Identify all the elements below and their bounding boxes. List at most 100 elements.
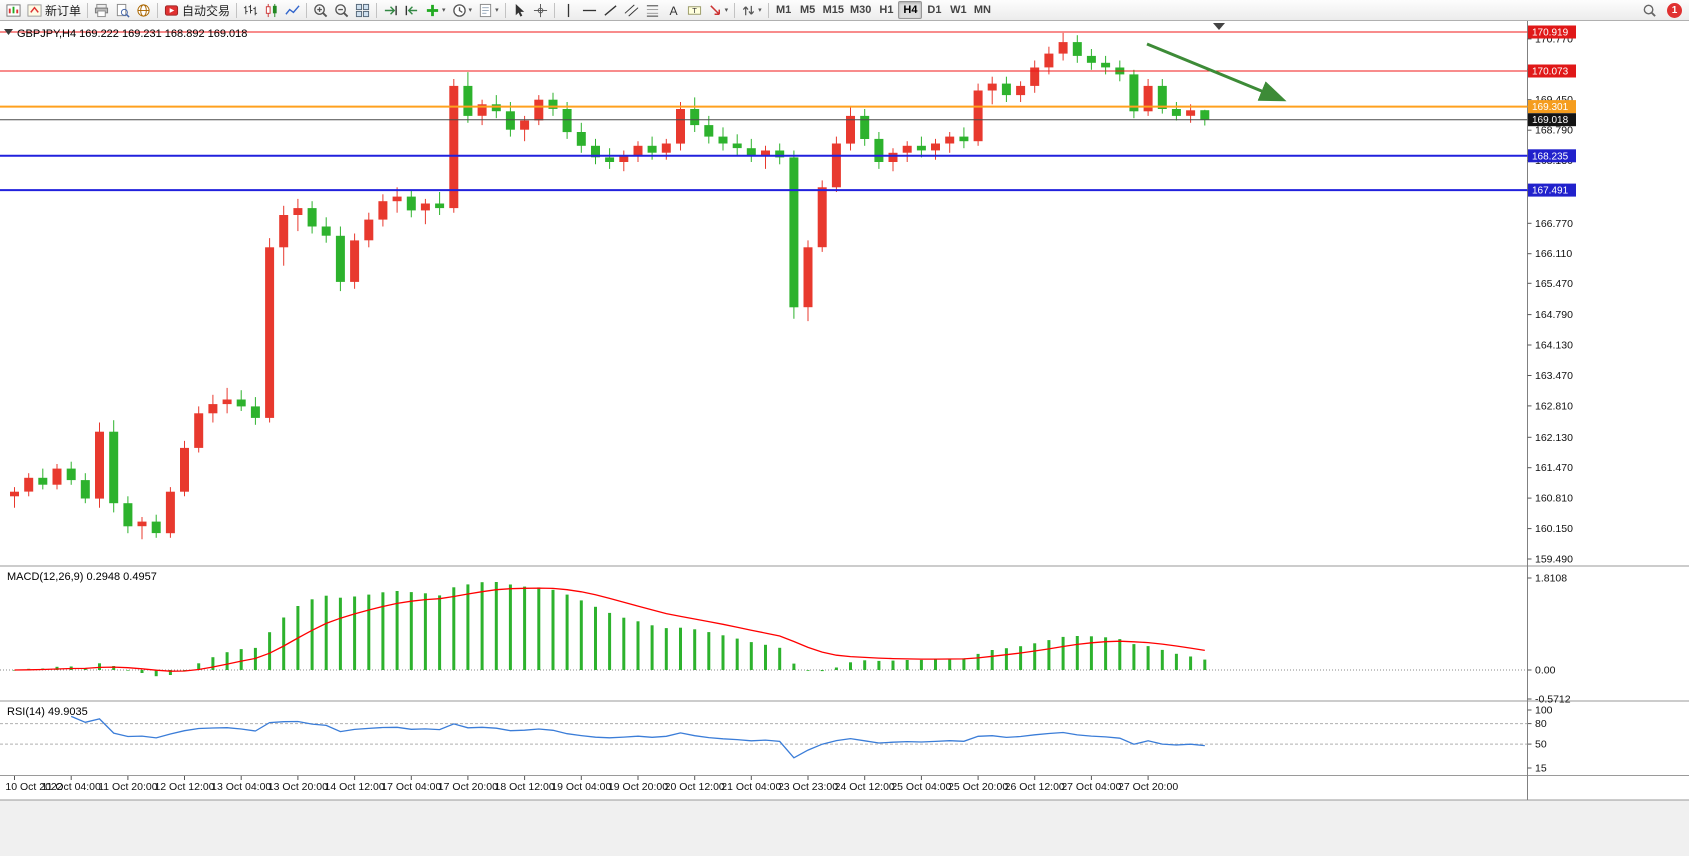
timeframe-w1-button[interactable]: W1 xyxy=(950,4,967,16)
text-button[interactable]: A xyxy=(663,1,684,19)
one-click-trading-toggle[interactable] xyxy=(4,29,13,35)
price-axis-label: 168.790 xyxy=(1535,125,1573,137)
templates-button[interactable]: ▾ xyxy=(475,1,502,19)
notification-badge[interactable]: 1 xyxy=(1667,2,1682,18)
price-badge-label: 170.919 xyxy=(1532,28,1569,39)
chart-title: GBPJPY,H4 169.222 169.231 168.892 169.01… xyxy=(17,28,247,40)
trend-arrow-annotation[interactable] xyxy=(1146,42,1287,102)
candle-body xyxy=(746,148,756,156)
candle-body xyxy=(761,150,770,156)
candle-body xyxy=(1200,110,1210,120)
price-axis-label: 159.490 xyxy=(1535,554,1573,566)
macd-histogram-bar xyxy=(13,670,16,671)
rsi-axis-label: 100 xyxy=(1535,705,1553,717)
candle-body xyxy=(718,136,728,144)
macd-histogram-bar xyxy=(480,582,484,670)
time-axis-label: 18 Oct 12:00 xyxy=(495,781,555,793)
fibonacci-retracement-icon xyxy=(645,3,660,18)
candle-body xyxy=(1086,55,1096,63)
chart-shift-button[interactable] xyxy=(401,1,422,19)
time-axis-label: 13 Oct 04:00 xyxy=(211,781,271,793)
macd-histogram-bar xyxy=(494,582,498,670)
market-watch-button[interactable] xyxy=(133,1,154,19)
candle-body xyxy=(378,201,388,220)
candle-body xyxy=(180,447,189,492)
time-axis-label: 11 Oct 20:00 xyxy=(98,781,158,793)
auto-scroll-button[interactable] xyxy=(380,1,401,19)
time-axis-label: 14 Oct 12:00 xyxy=(325,781,385,793)
price-axis-label: 162.810 xyxy=(1535,400,1573,412)
period-stepper-button[interactable]: ▾ xyxy=(738,1,765,19)
price-axis-label: 160.810 xyxy=(1535,493,1573,505)
bar-chart-mode-button[interactable] xyxy=(240,1,261,19)
new-order-button[interactable]: 新订单 xyxy=(24,1,84,19)
macd-histogram-bar xyxy=(948,658,952,670)
time-axis-label: 10 Oct 2022 xyxy=(5,781,62,793)
macd-histogram-bar xyxy=(508,584,512,670)
line-chart-mode-button[interactable] xyxy=(282,1,303,19)
price-badge xyxy=(1528,64,1576,78)
text-label-button[interactable]: T xyxy=(684,1,705,19)
tile-windows-button[interactable] xyxy=(352,1,373,19)
crosshair-button[interactable] xyxy=(530,1,551,19)
zoom-in-button[interactable] xyxy=(310,1,331,19)
zoom-out-button[interactable] xyxy=(331,1,352,19)
timeframe-m15-button[interactable]: M15 xyxy=(822,4,845,16)
timeframe-m1-button[interactable]: M1 xyxy=(775,4,792,16)
cursor-button[interactable] xyxy=(509,1,530,19)
macd-axis-label: -0.5712 xyxy=(1535,694,1571,706)
trendline-button[interactable] xyxy=(600,1,621,19)
timeframe-h4-button[interactable]: H4 xyxy=(898,1,923,19)
indicators-list-button[interactable]: ▾ xyxy=(422,1,449,19)
periods-button[interactable]: ▾ xyxy=(449,1,476,19)
chart-area[interactable]: GBPJPY,H4 169.222 169.231 168.892 169.01… xyxy=(0,21,1689,856)
chart-shift-marker[interactable] xyxy=(1213,23,1225,30)
chart-canvas[interactable]: GBPJPY,H4 169.222 169.231 168.892 169.01… xyxy=(0,21,1689,856)
timeframe-h1-button[interactable]: H1 xyxy=(879,4,894,16)
time-axis-label: 12 Oct 12:00 xyxy=(154,781,214,793)
toolbar-separator xyxy=(504,2,506,18)
horizontal-line-button[interactable] xyxy=(579,1,600,19)
timeframe-m30-button[interactable]: M30 xyxy=(850,4,872,16)
macd-histogram-bar xyxy=(438,595,442,670)
equidistant-channel-button[interactable] xyxy=(621,1,642,19)
vertical-line-button[interactable] xyxy=(558,1,579,19)
candle-body xyxy=(52,468,62,485)
macd-histogram-bar xyxy=(919,659,923,670)
macd-histogram-bar xyxy=(310,599,314,670)
macd-histogram-bar xyxy=(423,593,427,670)
timeframe-m5-button[interactable]: M5 xyxy=(799,4,816,16)
timeframe-mn-button[interactable]: MN xyxy=(973,4,991,16)
candle-body xyxy=(392,196,402,202)
print-preview-button[interactable] xyxy=(112,1,133,19)
search-button[interactable] xyxy=(1639,1,1660,19)
macd-histogram-bar xyxy=(211,657,215,670)
macd-histogram-bar xyxy=(1075,636,1079,670)
candle-body xyxy=(931,143,940,151)
time-axis-label: 21 Oct 04:00 xyxy=(721,781,781,793)
print-button[interactable] xyxy=(91,1,112,19)
candle-body xyxy=(38,477,48,485)
candle-body xyxy=(902,145,912,153)
candle-body xyxy=(151,521,161,534)
search-icon xyxy=(1642,3,1657,18)
chart-window-button[interactable] xyxy=(3,1,24,19)
toolbar-separator xyxy=(306,2,308,18)
macd-histogram-bar xyxy=(282,617,286,670)
indicators-list-icon xyxy=(425,3,440,18)
arrows-tool-button[interactable]: ▾ xyxy=(705,1,732,19)
macd-histogram-bar xyxy=(1174,653,1178,670)
macd-histogram-bar xyxy=(1189,656,1193,670)
candlestick-mode-button[interactable] xyxy=(261,1,282,19)
candle-body xyxy=(321,226,331,236)
fibonacci-retracement-button[interactable] xyxy=(642,1,663,19)
macd-histogram-bar xyxy=(636,621,640,670)
candle-body xyxy=(406,196,416,211)
macd-histogram-bar xyxy=(338,597,342,670)
timeframe-d1-button[interactable]: D1 xyxy=(927,4,942,16)
auto-trading-button[interactable]: 自动交易 xyxy=(161,1,233,19)
candle-body xyxy=(1186,110,1196,116)
candle-body xyxy=(591,145,600,158)
candle-body xyxy=(1129,74,1139,112)
new-order-label: 新订单 xyxy=(45,3,82,18)
